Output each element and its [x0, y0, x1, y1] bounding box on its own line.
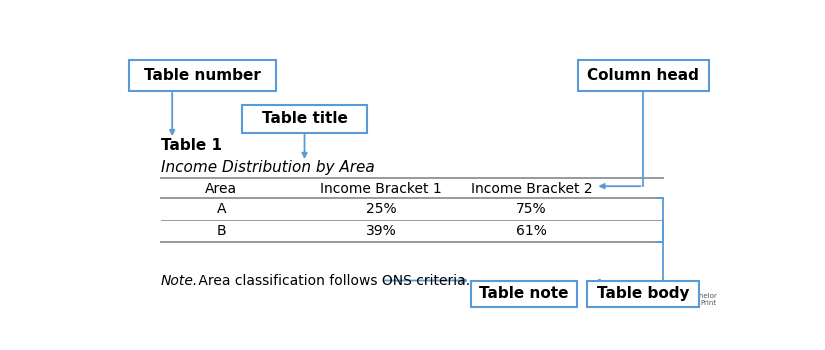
Text: B: B — [217, 224, 226, 238]
Text: 75%: 75% — [516, 202, 547, 216]
FancyBboxPatch shape — [587, 280, 700, 307]
FancyBboxPatch shape — [243, 105, 367, 133]
Text: Table 1: Table 1 — [161, 138, 222, 153]
Text: 25%: 25% — [366, 202, 397, 216]
Text: Income Bracket 2: Income Bracket 2 — [471, 182, 592, 196]
Text: Table title: Table title — [262, 111, 347, 126]
Text: Column head: Column head — [587, 68, 700, 83]
Text: A: A — [217, 202, 226, 216]
Text: Table number: Table number — [144, 68, 261, 83]
Text: Table note: Table note — [479, 287, 568, 301]
Text: 61%: 61% — [516, 224, 547, 238]
Text: Area: Area — [205, 182, 238, 196]
Text: Table body: Table body — [597, 287, 690, 301]
FancyBboxPatch shape — [129, 60, 276, 91]
Text: Area classification follows ONS criteria.: Area classification follows ONS criteria… — [194, 273, 470, 287]
Text: 39%: 39% — [365, 224, 397, 238]
Text: Note.: Note. — [161, 273, 198, 287]
Text: Income Bracket 1: Income Bracket 1 — [320, 182, 442, 196]
FancyBboxPatch shape — [471, 280, 577, 307]
Text: Bachelor
Print: Bachelor Print — [686, 293, 717, 306]
Text: Income Distribution by Area: Income Distribution by Area — [161, 160, 375, 175]
FancyBboxPatch shape — [578, 60, 709, 91]
